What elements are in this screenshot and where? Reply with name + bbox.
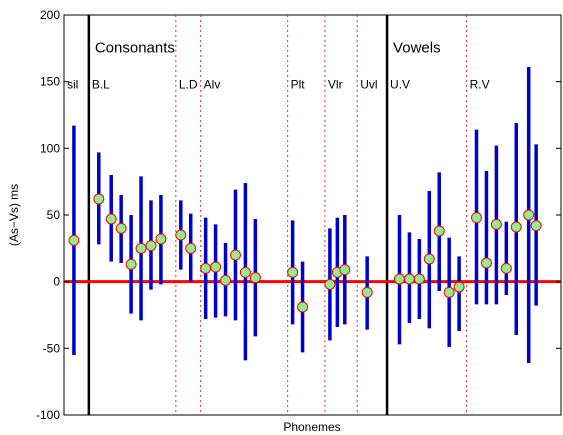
y-tick-label: 0 [53, 275, 60, 289]
data-point [403, 273, 415, 285]
group-label: R.V [470, 77, 490, 91]
group-label: Plt [291, 77, 306, 91]
data-point [210, 261, 222, 273]
data-point [93, 193, 105, 205]
data-point [339, 264, 351, 276]
data-point [239, 266, 251, 278]
data-point [453, 281, 465, 293]
data-point [471, 212, 483, 224]
data-point [135, 242, 147, 254]
data-point [490, 218, 502, 230]
data-point [324, 278, 336, 290]
data-point [115, 222, 127, 234]
data-point [220, 274, 232, 286]
data-point [510, 221, 522, 233]
data-point [155, 233, 167, 245]
data-point [297, 301, 309, 313]
y-tick-label: 150 [40, 75, 60, 89]
section-label: Vowels [393, 39, 441, 56]
y-tick-label: -50 [43, 341, 61, 355]
data-point [200, 262, 212, 274]
data-point [423, 253, 435, 265]
group-label: Vlr [328, 77, 343, 91]
data-point [523, 209, 535, 221]
group-label: B.L [92, 77, 110, 91]
data-point [361, 286, 373, 298]
data-point [500, 262, 512, 274]
x-axis-label: Phonemes [283, 420, 340, 434]
data-point [229, 249, 241, 261]
y-axis-label: (As−Vs) ms [7, 184, 21, 246]
data-point [145, 240, 157, 252]
group-label: Alv [204, 77, 221, 91]
data-point [443, 286, 455, 298]
data-point [530, 220, 542, 232]
y-tick-label: 200 [40, 8, 60, 22]
data-point [105, 213, 117, 225]
data-point [175, 229, 187, 241]
group-separators [87, 15, 468, 415]
data-point [393, 273, 405, 285]
group-label: L.D [179, 77, 198, 91]
data-point [68, 234, 80, 246]
group-label: sil [67, 77, 78, 91]
data-point [185, 242, 197, 254]
group-labels: Consonants Vowels sil B.L L.D Alv Plt Vlr Uvl U.V… [67, 39, 490, 91]
y-tick-label: 50 [47, 208, 61, 222]
group-label: U.V [390, 77, 410, 91]
y-tick-label: 100 [40, 141, 60, 155]
markers [68, 193, 542, 313]
data-point [287, 266, 299, 278]
y-axis-ticks: -100 -50 0 50 100 150 200 [36, 8, 561, 422]
data-point [125, 258, 137, 270]
data-point [480, 257, 492, 269]
y-tick-label: -100 [36, 408, 60, 422]
data-point [433, 225, 445, 237]
data-point [413, 273, 425, 285]
group-label: Uvl [360, 77, 377, 91]
section-label: Consonants [95, 39, 175, 56]
data-point [249, 272, 261, 284]
